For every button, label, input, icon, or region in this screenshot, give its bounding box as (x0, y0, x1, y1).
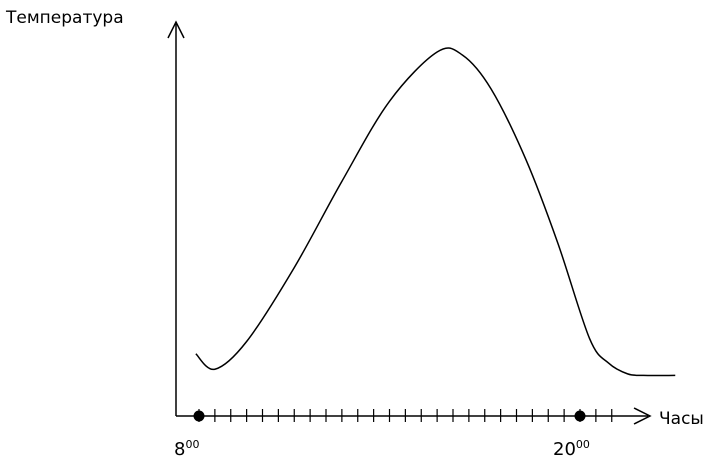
x-axis-arrow (633, 407, 652, 425)
temperature-curve (195, 47, 676, 377)
x-axis-label: Часы (659, 409, 704, 429)
marked-point-20 (574, 410, 586, 422)
marked-point-8 (193, 410, 205, 422)
x-tick-label-8: 800 (174, 438, 200, 460)
y-axis-arrow (167, 20, 185, 39)
x-tick-label-20: 2000 (553, 438, 590, 460)
y-axis-label: Температура (6, 8, 124, 28)
marked-points (193, 410, 586, 422)
